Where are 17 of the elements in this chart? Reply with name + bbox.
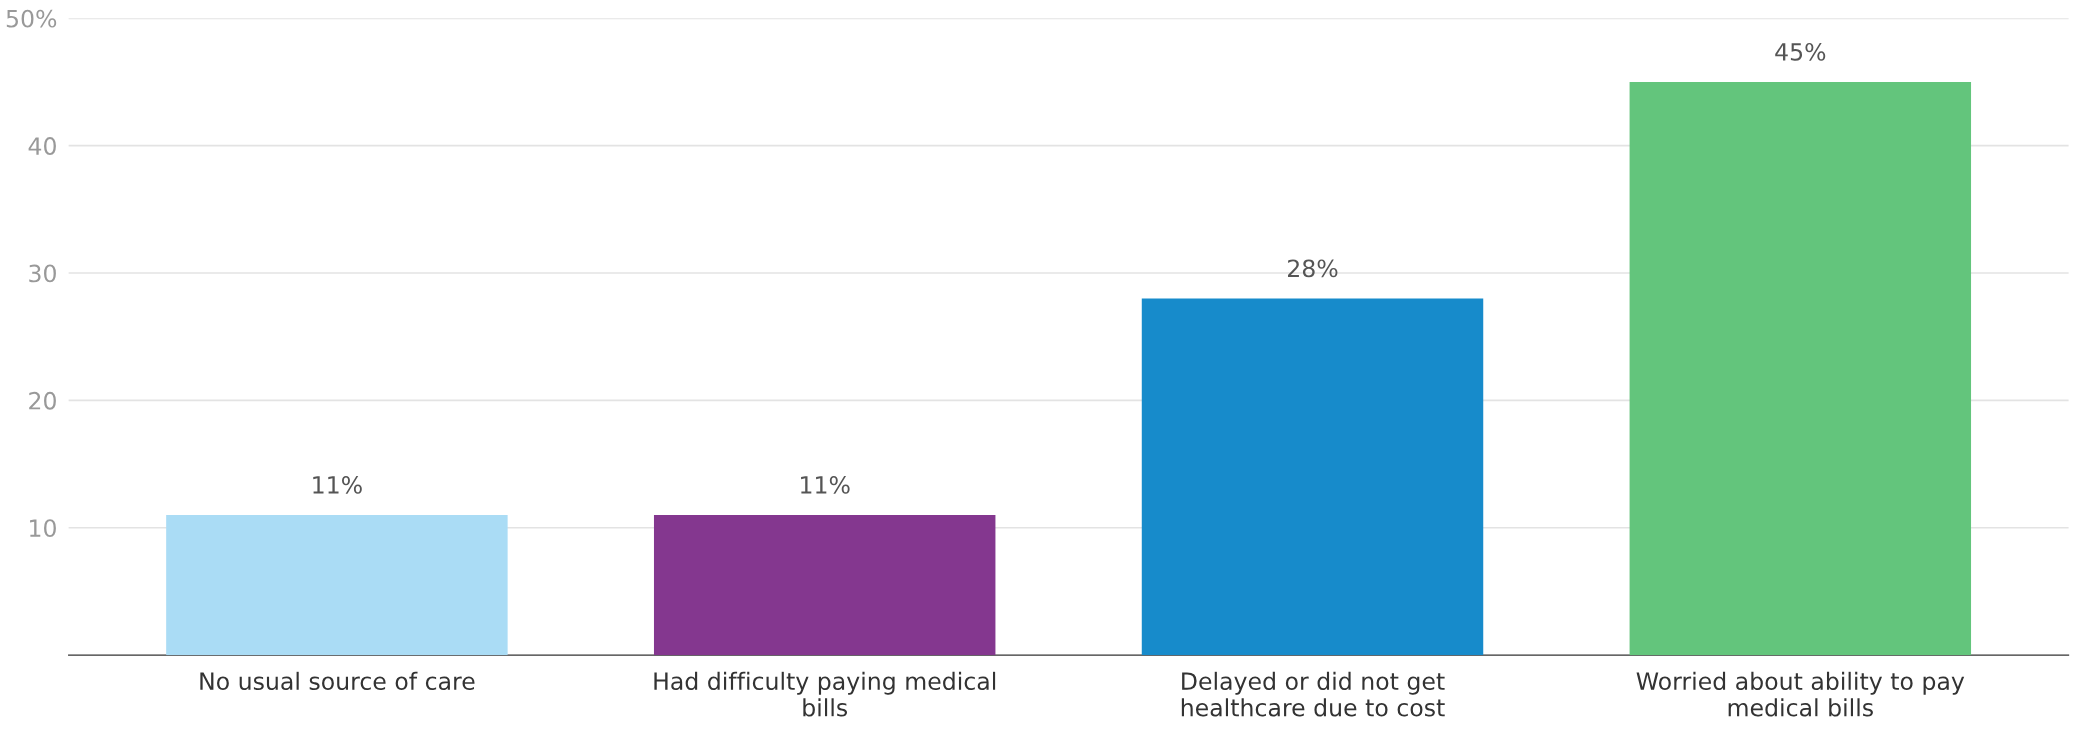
data-label: 11%	[801, 475, 850, 494]
bar	[1141, 298, 1484, 656]
x-tick-label: Had difficulty paying medical bills	[654, 671, 996, 717]
x-tick-label: Delayed or did not get healthcare due to cost	[1181, 671, 1445, 717]
bar	[653, 515, 996, 656]
bar	[166, 515, 508, 656]
y-tick-label: 40	[28, 137, 56, 155]
data-label: 28%	[1288, 259, 1338, 278]
data-label: 11%	[313, 475, 362, 494]
x-tick-label: Worried about ability to pay medical bills	[1636, 671, 1965, 717]
y-tick-label: 50%	[6, 9, 57, 28]
bar	[1629, 81, 1972, 656]
y-tick-label: 10	[30, 519, 56, 538]
data-label: 45%	[1775, 42, 1826, 61]
y-tick-label: 30	[29, 264, 56, 283]
y-tick-label: 20	[29, 391, 56, 410]
x-tick-label: No usual source of care	[200, 671, 475, 691]
